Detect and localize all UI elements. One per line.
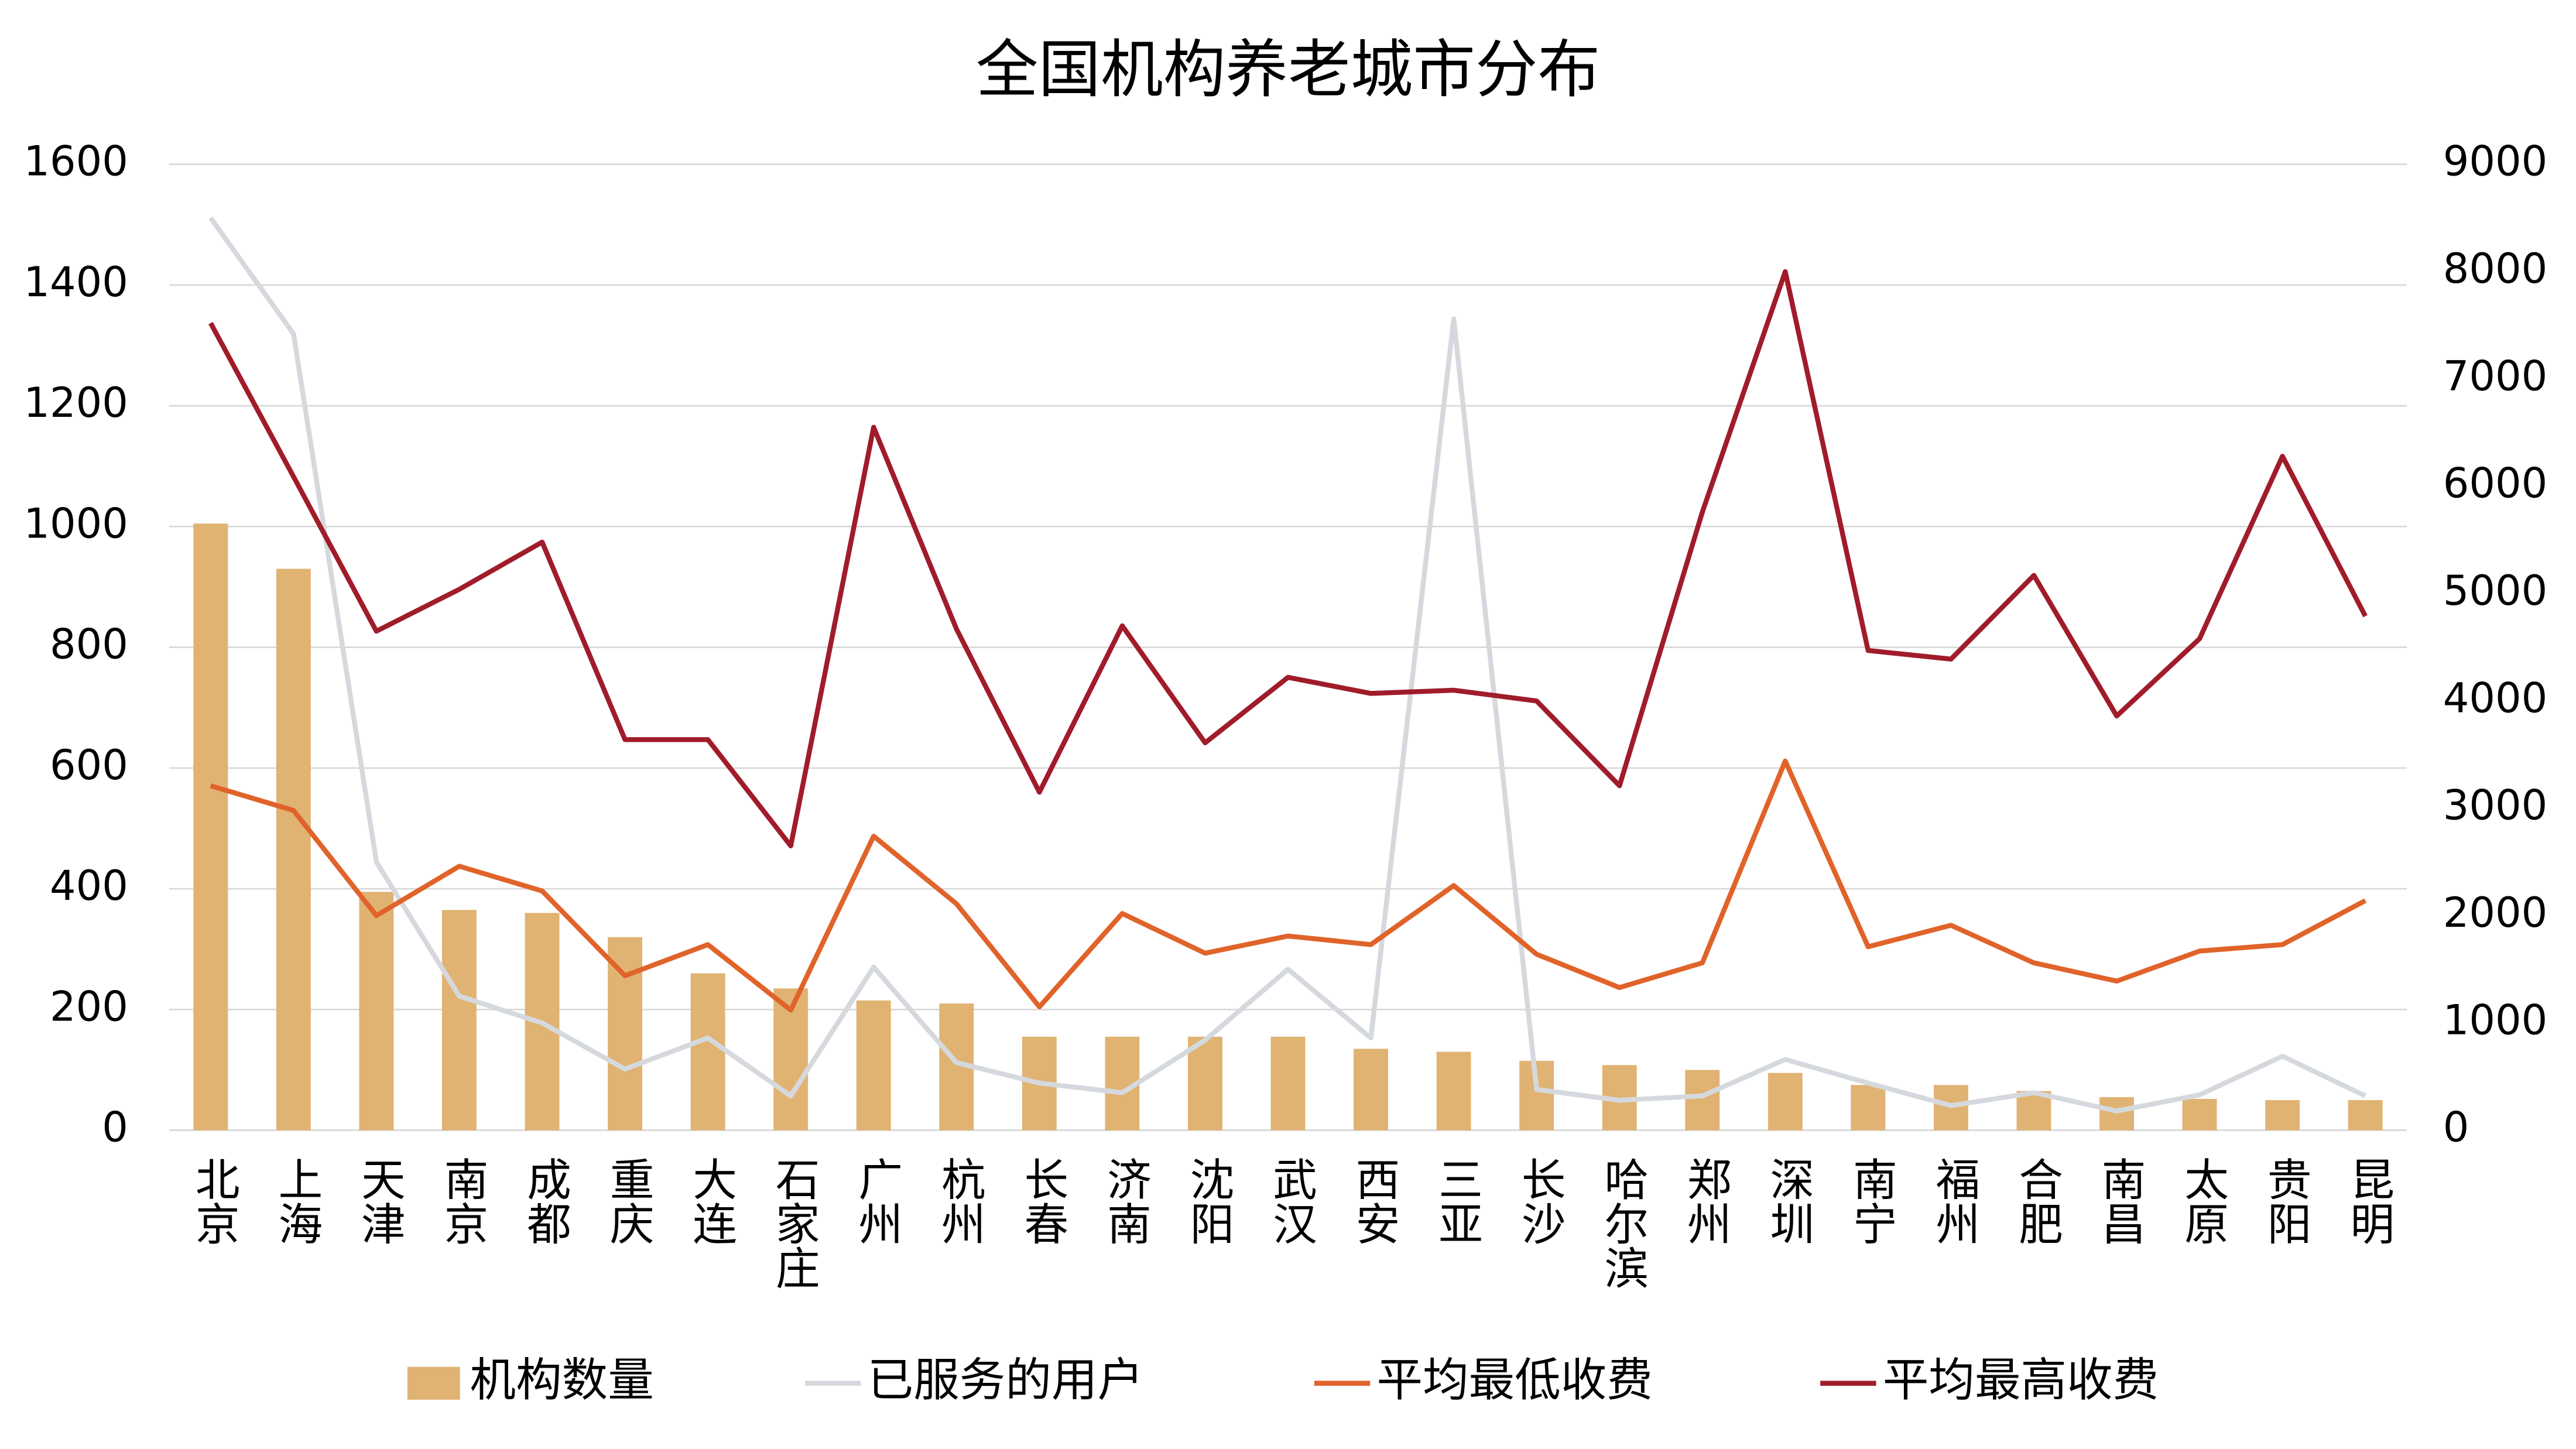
bar <box>856 1000 891 1131</box>
y-tick-label: 400 <box>50 862 128 910</box>
bar <box>2182 1098 2217 1131</box>
bar <box>1187 1036 1222 1131</box>
bar <box>2265 1100 2300 1131</box>
legend-swatch <box>407 1366 460 1400</box>
y-tick-label: 200 <box>50 982 128 1030</box>
line <box>208 216 2367 1114</box>
y2-tick-label: 2000 <box>2443 889 2548 937</box>
bar <box>193 523 228 1131</box>
y-tick-label: 1400 <box>23 258 128 306</box>
y-tick-label: 1600 <box>23 138 128 186</box>
legend-label: 平均最高收费 <box>1883 1353 2159 1407</box>
x-tick-label: 西安 <box>1348 1157 1400 1246</box>
x-tick-label: 太原 <box>2177 1157 2228 1246</box>
bar <box>2348 1100 2383 1131</box>
x-tick-label: 贵阳 <box>2260 1157 2311 1246</box>
y2-tick-label: 5000 <box>2443 567 2548 615</box>
x-tick-label: 北京 <box>188 1157 239 1246</box>
legend-label: 已服务的用户 <box>868 1353 1143 1407</box>
x-tick-label: 成都 <box>519 1157 571 1246</box>
bar <box>1767 1073 1803 1131</box>
y-tick-label: 800 <box>50 621 128 669</box>
y2-tick-label: 1000 <box>2443 996 2548 1044</box>
line <box>208 269 2368 848</box>
x-tick-label: 郑州 <box>1680 1157 1731 1246</box>
y-tick-label: 1000 <box>23 499 128 547</box>
x-tick-label: 重庆 <box>602 1157 654 1246</box>
x-tick-label: 哈尔滨 <box>1597 1157 1648 1290</box>
x-tick-label: 长沙 <box>1514 1157 1566 1246</box>
x-tick-label: 杭州 <box>934 1157 985 1246</box>
y-tick-label: 1200 <box>23 379 128 427</box>
y-tick-label: 0 <box>102 1104 128 1152</box>
x-tick-label: 南宁 <box>1845 1157 1897 1246</box>
chart-title: 全国机构养老城市分布 <box>976 34 1600 107</box>
x-tick-label: 南京 <box>436 1157 488 1246</box>
legend-label: 平均最低收费 <box>1377 1353 1653 1407</box>
x-tick-label: 大连 <box>685 1157 737 1246</box>
x-tick-label: 天津 <box>354 1157 405 1246</box>
x-tick-label: 三亚 <box>1431 1157 1482 1246</box>
x-tick-label: 深圳 <box>1762 1157 1814 1246</box>
y2-tick-label: 4000 <box>2443 674 2548 722</box>
x-tick-label: 沈阳 <box>1182 1157 1234 1246</box>
bar <box>359 892 394 1131</box>
y2-tick-label: 9000 <box>2443 138 2548 186</box>
x-tick-label: 昆明 <box>2342 1157 2394 1246</box>
bar <box>1685 1070 1720 1131</box>
bar <box>276 568 311 1131</box>
bar <box>1436 1051 1471 1131</box>
x-tick-label: 长春 <box>1016 1157 1068 1246</box>
y-tick-label: 600 <box>50 741 128 789</box>
x-tick-label: 济南 <box>1099 1157 1151 1246</box>
bar <box>442 910 477 1131</box>
x-tick-label: 武汉 <box>1265 1157 1317 1246</box>
x-tick-label: 南昌 <box>2094 1157 2146 1246</box>
legend-label: 机构数量 <box>470 1353 654 1407</box>
x-tick-label: 石家庄 <box>768 1157 820 1290</box>
line <box>210 758 2367 1013</box>
y2-tick-label: 8000 <box>2443 245 2548 293</box>
bar <box>2099 1097 2134 1131</box>
y2-tick-label: 6000 <box>2443 460 2548 508</box>
x-tick-label: 福州 <box>1928 1157 1979 1246</box>
bar <box>690 973 725 1131</box>
bar <box>1851 1085 1886 1131</box>
bar <box>1270 1036 1306 1131</box>
bar <box>1354 1049 1389 1131</box>
x-tick-label: 上海 <box>270 1157 322 1246</box>
y2-tick-label: 3000 <box>2443 782 2548 830</box>
y2-tick-label: 7000 <box>2443 352 2548 400</box>
y2-tick-label: 0 <box>2443 1104 2469 1152</box>
x-tick-label: 广州 <box>851 1157 902 1246</box>
x-tick-label: 合肥 <box>2011 1157 2063 1246</box>
